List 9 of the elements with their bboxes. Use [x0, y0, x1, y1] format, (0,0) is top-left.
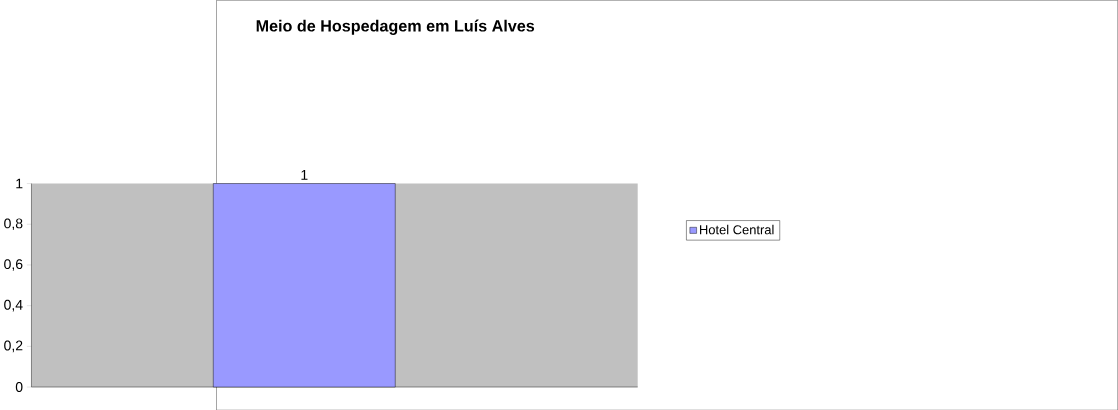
- y-tick-label: 0,4: [4, 299, 23, 312]
- y-tick-label: 0,2: [4, 340, 23, 352]
- y-tick-label: 0: [15, 381, 23, 392]
- y-tick-label: 0,6: [4, 258, 23, 271]
- legend-label: Hotel Central: [700, 224, 774, 235]
- y-tick-label: 0,8: [4, 218, 23, 230]
- chart-title: Meio de Hospedagem em Luís Alves: [256, 19, 535, 35]
- y-tick-label: 1: [16, 178, 23, 189]
- data-label: 1: [301, 169, 308, 180]
